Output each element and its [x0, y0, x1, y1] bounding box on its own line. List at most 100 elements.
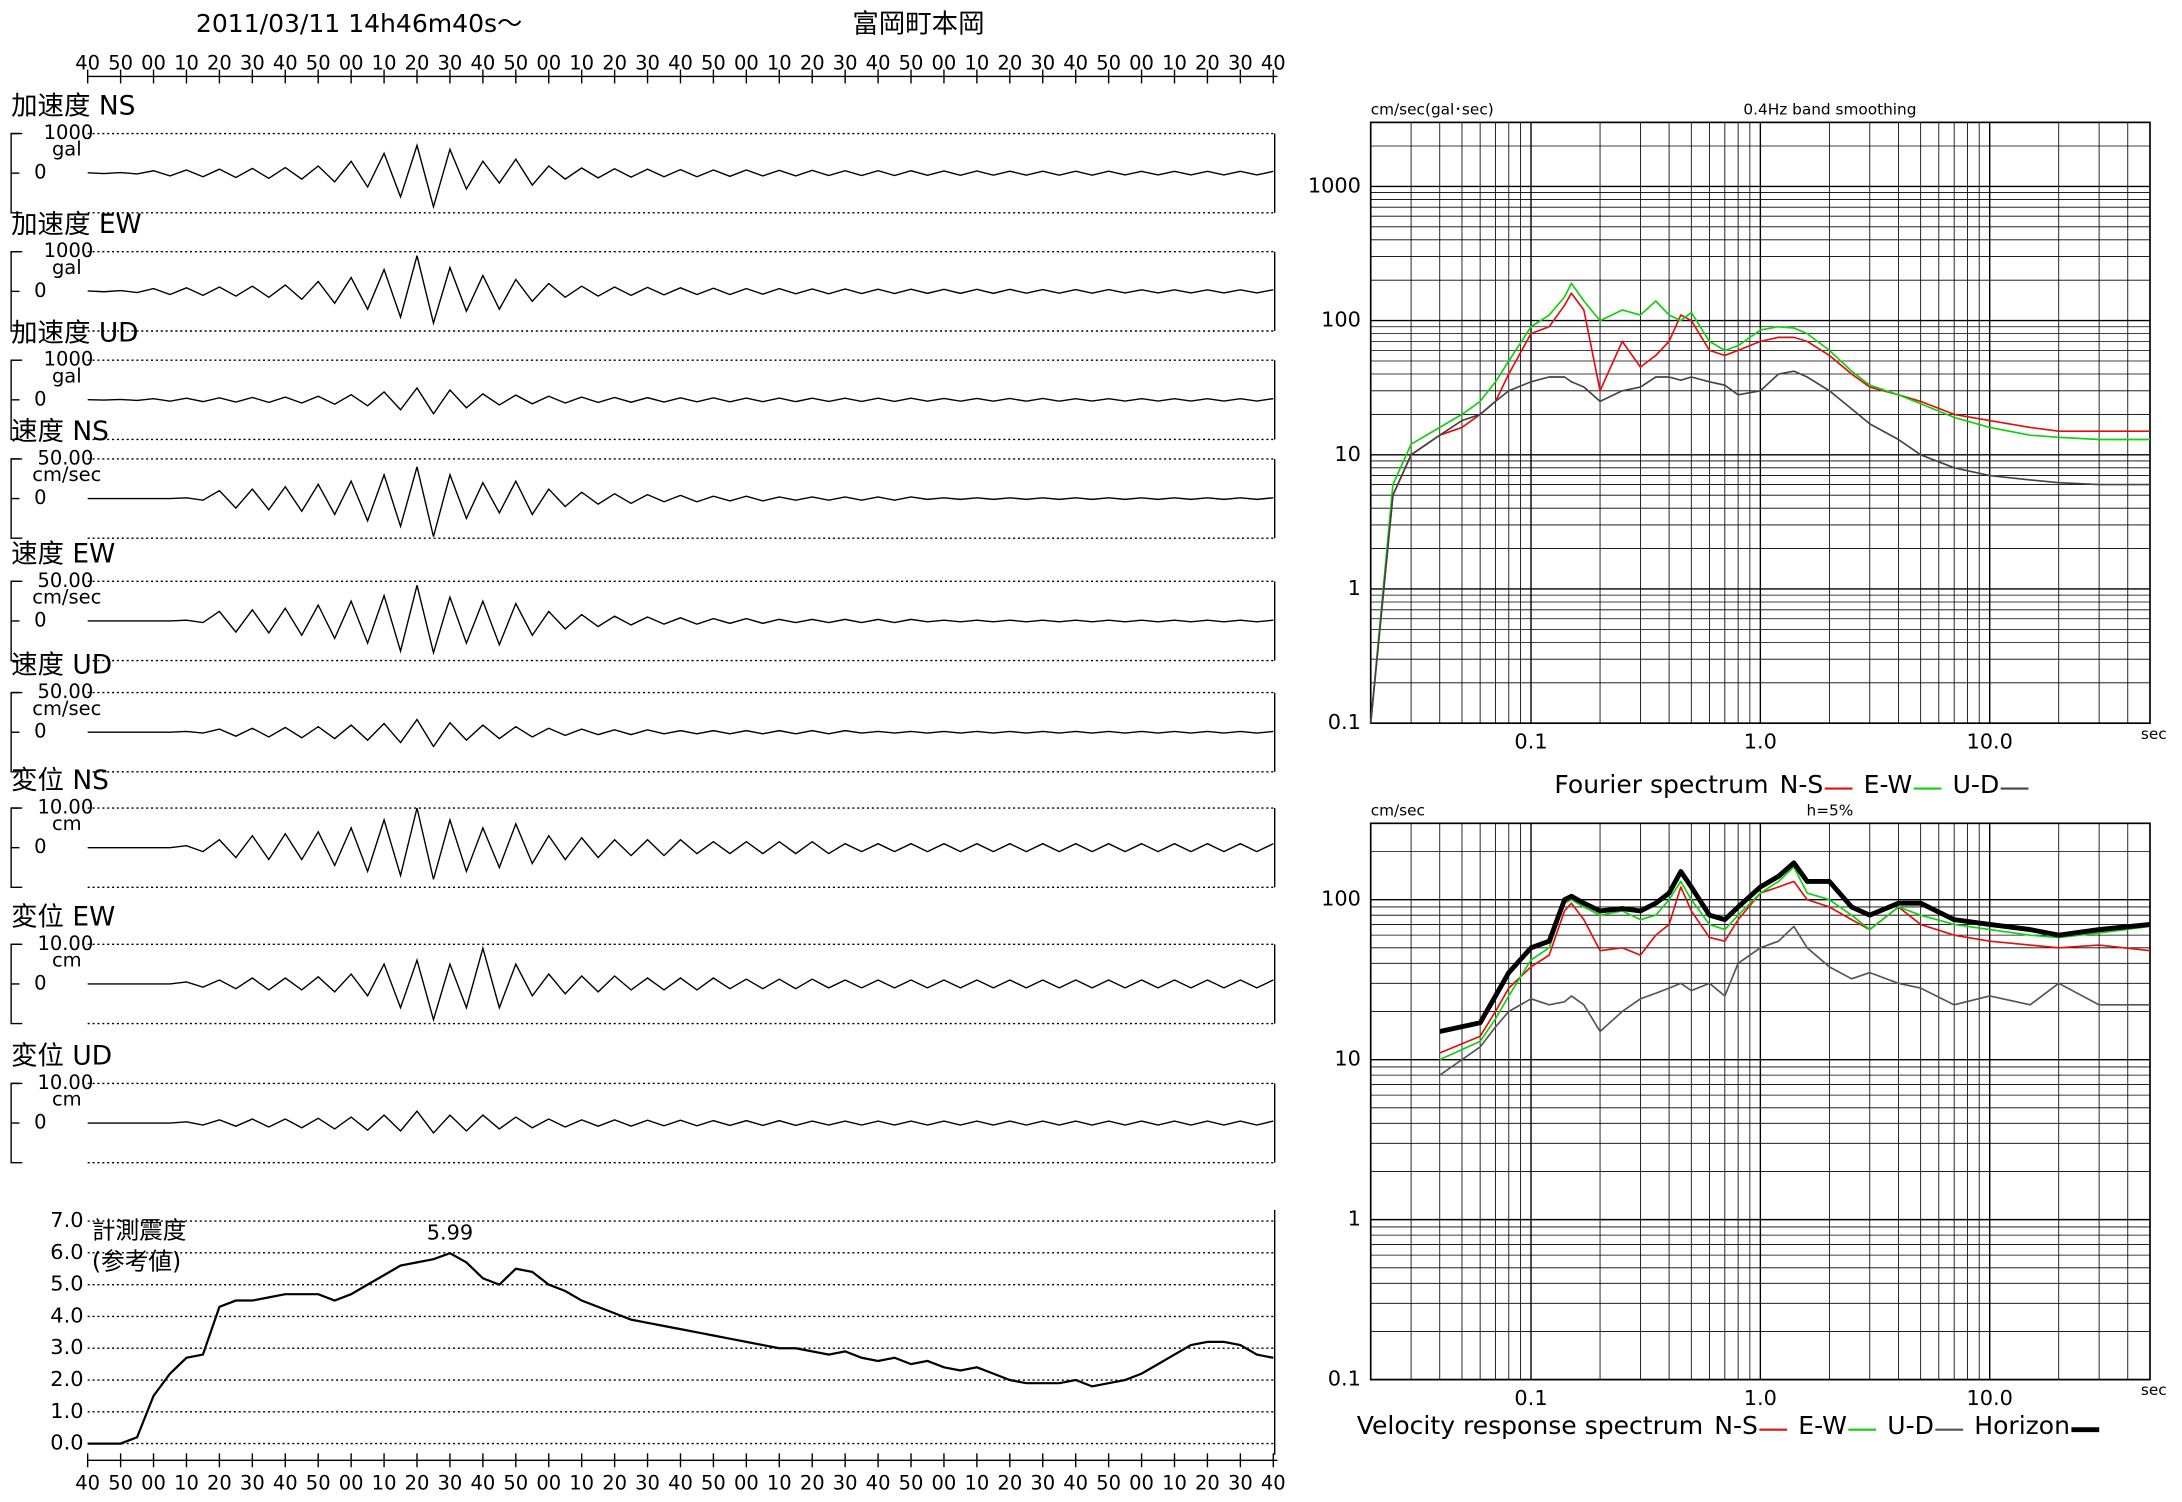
x-tick-label: 10 — [569, 51, 594, 74]
y-unit: cm/sec — [32, 586, 101, 609]
spectrum-line — [1439, 925, 2150, 1076]
x-tick-label: 1.0 — [1744, 730, 1777, 754]
legend-title: Fourier spectrum — [1554, 770, 1768, 799]
y-tick-label: 0 — [34, 835, 46, 858]
y-unit: cm — [52, 1088, 82, 1111]
spectrum-line — [1369, 292, 2150, 724]
y-tick-label: 3.0 — [50, 1335, 83, 1359]
intensity-line — [87, 1251, 1274, 1445]
y-tick-label: 0 — [34, 279, 46, 302]
x-unit: sec — [2141, 1381, 2167, 1399]
y-tick-label: 50.00 — [37, 680, 93, 703]
y-unit: gal — [52, 364, 82, 387]
x-tick-label: 40 — [866, 51, 891, 74]
y-tick-label: 0.0 — [50, 1431, 83, 1455]
x-unit: sec — [2141, 725, 2167, 743]
spectrum-line — [1369, 370, 2150, 724]
x-tick-label: 30 — [833, 1471, 858, 1494]
x-tick-label: 00 — [1129, 1471, 1154, 1494]
x-tick-label: 50 — [701, 51, 726, 74]
chart-subtitle: h=5% — [1807, 801, 1854, 819]
legend-title: Velocity response spectrum — [1357, 1411, 1703, 1440]
y-tick-label: 0 — [34, 971, 46, 994]
y-unit: cm/sec — [32, 463, 101, 486]
waveform-trace — [87, 466, 1274, 537]
y-tick-label: 1 — [1348, 1207, 1361, 1231]
legend-label: Horizon — [1974, 1411, 2070, 1440]
x-tick-label: 40 — [668, 1471, 693, 1494]
x-tick-label: 20 — [997, 51, 1022, 74]
waveform-trace — [87, 718, 1274, 748]
y-unit: gal — [52, 256, 82, 279]
x-tick-label: 20 — [800, 51, 825, 74]
x-tick-label: 50 — [306, 51, 331, 74]
y-tick-label: 4.0 — [50, 1303, 83, 1327]
y-tick-label: 10 — [1334, 1047, 1361, 1071]
x-tick-label: 20 — [602, 1471, 627, 1494]
y-tick-label: 10 — [1334, 442, 1361, 466]
x-tick-label: 20 — [207, 51, 232, 74]
waveform-trace — [87, 142, 1274, 210]
x-tick-label: 10 — [964, 51, 989, 74]
x-tick-label: 50 — [108, 51, 133, 74]
y-unit: cm — [52, 812, 82, 835]
x-tick-label: 10 — [964, 1471, 989, 1494]
x-tick-label: 40 — [75, 51, 100, 74]
chart-subtitle: 0.4Hz band smoothing — [1743, 100, 1916, 118]
x-tick-label: 00 — [734, 51, 759, 74]
y-tick-label: 1.0 — [50, 1399, 83, 1423]
x-tick-label: 00 — [1129, 51, 1154, 74]
x-tick-label: 40 — [75, 1471, 100, 1494]
x-tick-label: 00 — [932, 51, 957, 74]
x-tick-label: 50 — [899, 1471, 924, 1494]
x-tick-label: 40 — [1063, 51, 1088, 74]
y-label: (参考値) — [92, 1247, 181, 1275]
x-tick-label: 00 — [141, 1471, 166, 1494]
record-datetime: 2011/03/11 14h46m40s～ — [196, 9, 522, 38]
y-tick-label: 1000 — [44, 239, 94, 262]
x-tick-label: 50 — [306, 1471, 331, 1494]
x-tick-label: 00 — [734, 1471, 759, 1494]
y-tick-label: 50.00 — [37, 569, 93, 592]
x-tick-label: 40 — [1261, 1471, 1286, 1494]
x-tick-label: 20 — [1195, 1471, 1220, 1494]
x-tick-label: 10 — [372, 1471, 397, 1494]
y-tick-label: 0 — [34, 486, 46, 509]
legend-label: N-S — [1714, 1411, 1758, 1440]
plot-frame — [1369, 822, 2151, 1381]
y-tick-label: 6.0 — [50, 1240, 83, 1264]
waveform-trace — [87, 585, 1274, 656]
y-tick-label: 1 — [1348, 576, 1361, 600]
spectrum-line — [1439, 880, 2151, 1054]
y-tick-label: 7.0 — [50, 1208, 83, 1232]
x-tick-label: 10 — [767, 1471, 792, 1494]
y-tick-label: 0 — [34, 161, 46, 184]
station-name: 富岡町本岡 — [852, 9, 984, 40]
x-tick-label: 40 — [470, 51, 495, 74]
y-tick-label: 100 — [1321, 308, 1361, 332]
x-tick-label: 10 — [174, 1471, 199, 1494]
y-tick-label: 2.0 — [50, 1367, 83, 1391]
x-tick-label: 30 — [240, 51, 265, 74]
x-tick-label: 30 — [240, 1471, 265, 1494]
waveform-trace — [87, 255, 1274, 326]
waveform-trace — [87, 1110, 1274, 1135]
x-tick-label: 40 — [668, 51, 693, 74]
x-tick-label: 20 — [602, 51, 627, 74]
legend-label: U-D — [1953, 770, 2000, 799]
spectrum-line — [1369, 282, 2150, 724]
panel-title: 変位 NS — [11, 765, 109, 796]
spectrum-line — [1439, 860, 2151, 1034]
panel-title: 変位 EW — [11, 901, 115, 932]
waveform-trace — [87, 945, 1274, 1023]
legend-label: U-D — [1887, 1411, 1934, 1440]
x-tick-label: 10 — [767, 51, 792, 74]
x-tick-label: 30 — [833, 51, 858, 74]
x-tick-label: 00 — [339, 1471, 364, 1494]
panel-title: 変位 UD — [11, 1040, 112, 1071]
y-label: 計測震度 — [92, 1217, 187, 1245]
x-tick-label: 20 — [997, 1471, 1022, 1494]
y-unit: cm/sec — [1371, 801, 1425, 819]
x-tick-label: 20 — [207, 1471, 232, 1494]
x-tick-label: 10 — [569, 1471, 594, 1494]
